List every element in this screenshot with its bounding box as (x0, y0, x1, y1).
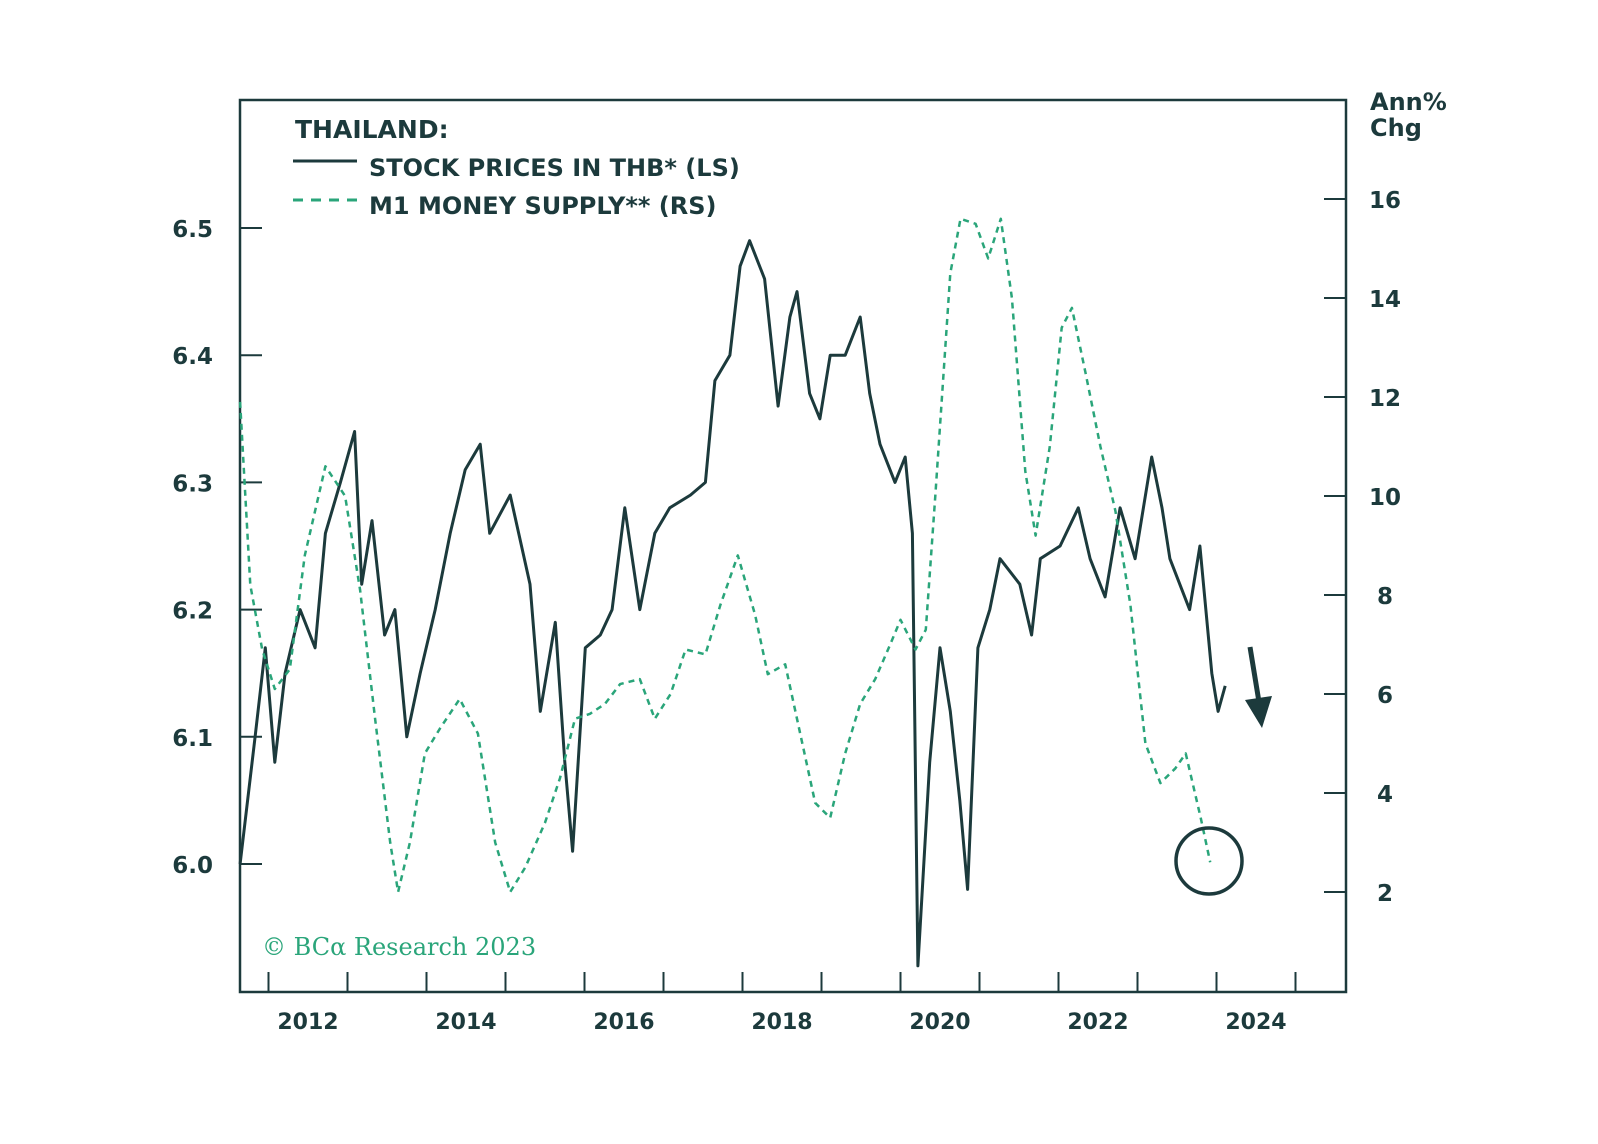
x-tick-label: 2024 (1225, 1010, 1286, 1035)
plot-frame (238, 98, 1348, 994)
copyright-watermark: © BCα Research 2023 (262, 933, 536, 961)
right-axis-title-line2: Chg (1370, 114, 1422, 142)
y-right-tick-label: 2 (1377, 881, 1393, 907)
y-left-tick-label: 6.1 (172, 726, 213, 752)
y-right-tick-label: 4 (1377, 782, 1393, 808)
legend-label-m1: M1 MONEY SUPPLY** (RS) (369, 192, 716, 220)
y-right-tick-label: 14 (1369, 287, 1401, 313)
series-group (238, 217, 1227, 968)
highlight-circle (1174, 826, 1244, 896)
legend-title: THAILAND: (295, 115, 449, 144)
y-right-tick-label: 8 (1377, 584, 1393, 610)
legend-label-stock: STOCK PRICES IN THB* (LS) (369, 154, 740, 182)
x-tick-label: 2020 (909, 1010, 970, 1035)
right-axis-title-line1: Ann% (1370, 88, 1447, 116)
x-tick-label: 2018 (751, 1010, 812, 1035)
x-tick-label: 2016 (593, 1010, 654, 1035)
y-left-tick-label: 6.3 (172, 471, 213, 497)
series-line-m1-money-supply (238, 217, 1212, 894)
series-line-stock-prices (238, 239, 1227, 968)
y-right-tick-label: 6 (1377, 683, 1393, 709)
y-right-tick-label: 10 (1369, 485, 1401, 511)
y-right-tick-label: 12 (1369, 386, 1401, 412)
y-left-tick-label: 6.5 (172, 217, 213, 243)
y-left-tick-label: 6.0 (172, 853, 213, 879)
y-left-tick-label: 6.4 (172, 344, 213, 370)
x-tick-label: 2012 (277, 1010, 338, 1035)
down-arrow-icon (1245, 646, 1272, 728)
y-left-tick-label: 6.2 (172, 599, 213, 625)
y-right-tick-label: 16 (1369, 188, 1401, 214)
axis-ticks: 2012 2014 2016 2018 2020 2022 2024 6.0 6.1 6.2 6.3… (172, 188, 1401, 1035)
x-tick-label: 2022 (1067, 1010, 1128, 1035)
x-tick-label: 2014 (435, 1010, 496, 1035)
